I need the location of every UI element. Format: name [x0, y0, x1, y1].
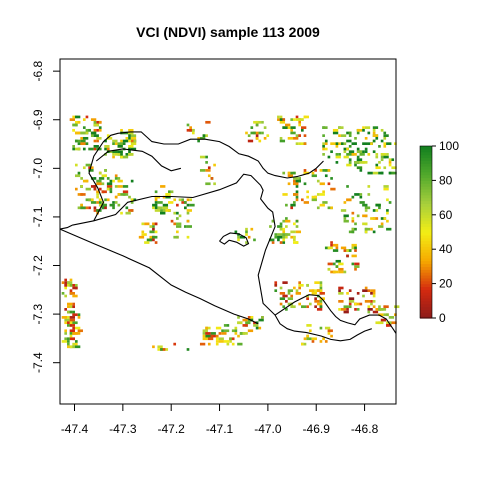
boundary-loop-north-line — [95, 148, 182, 172]
x-tick-label: -47.2 — [158, 422, 186, 436]
legend-tick-label: 80 — [439, 173, 453, 187]
x-tick-label: -47.0 — [254, 422, 282, 436]
y-tick-label: -7.3 — [31, 303, 45, 324]
boundary-east-branch-line — [274, 314, 372, 342]
legend-ticks: 0 20 40 60 80 100 — [432, 139, 459, 325]
y-tick-label: -7.4 — [31, 352, 45, 373]
boundary-line — [71, 173, 397, 334]
legend-tick-label: 100 — [439, 139, 459, 153]
x-tick-label: -46.9 — [303, 422, 331, 436]
x-axis: -47.4 -47.3 -47.2 -47.1 -47.0 -46.9 -46.8 — [61, 403, 379, 436]
legend-color-bar — [419, 145, 433, 319]
y-tick-label: -7.2 — [31, 255, 45, 276]
x-tick-label: -47.4 — [61, 422, 89, 436]
map-title: VCI (NDVI) sample 113 2009 — [136, 24, 320, 40]
plot-frame — [59, 58, 397, 405]
legend-tick-label: 40 — [439, 242, 453, 256]
y-tick-label: -7.1 — [31, 206, 45, 227]
boundary-upper-line — [88, 131, 324, 222]
y-tick-label: -6.8 — [31, 60, 45, 81]
y-tick-label: -7.0 — [31, 158, 45, 179]
legend-tick-label: 0 — [439, 311, 446, 325]
x-tick-label: -47.1 — [206, 422, 234, 436]
legend-tick-label: 60 — [439, 208, 453, 222]
vci-color-legend: 0 20 40 60 80 100 — [419, 139, 459, 325]
boundary-south-line — [59, 228, 259, 325]
legend-tick-label: 20 — [439, 277, 453, 291]
y-tick-label: -6.9 — [31, 109, 45, 130]
boundary-loop-small-line — [219, 232, 250, 247]
boundary-west-line — [59, 224, 73, 230]
x-tick-label: -46.8 — [351, 422, 379, 436]
municipality-boundary — [59, 131, 397, 342]
vci-pixel-layer — [61, 115, 400, 351]
x-tick-label: -47.3 — [109, 422, 137, 436]
y-axis: -6.8 -6.9 -7.0 -7.1 -7.2 -7.3 -7.4 — [31, 60, 61, 373]
